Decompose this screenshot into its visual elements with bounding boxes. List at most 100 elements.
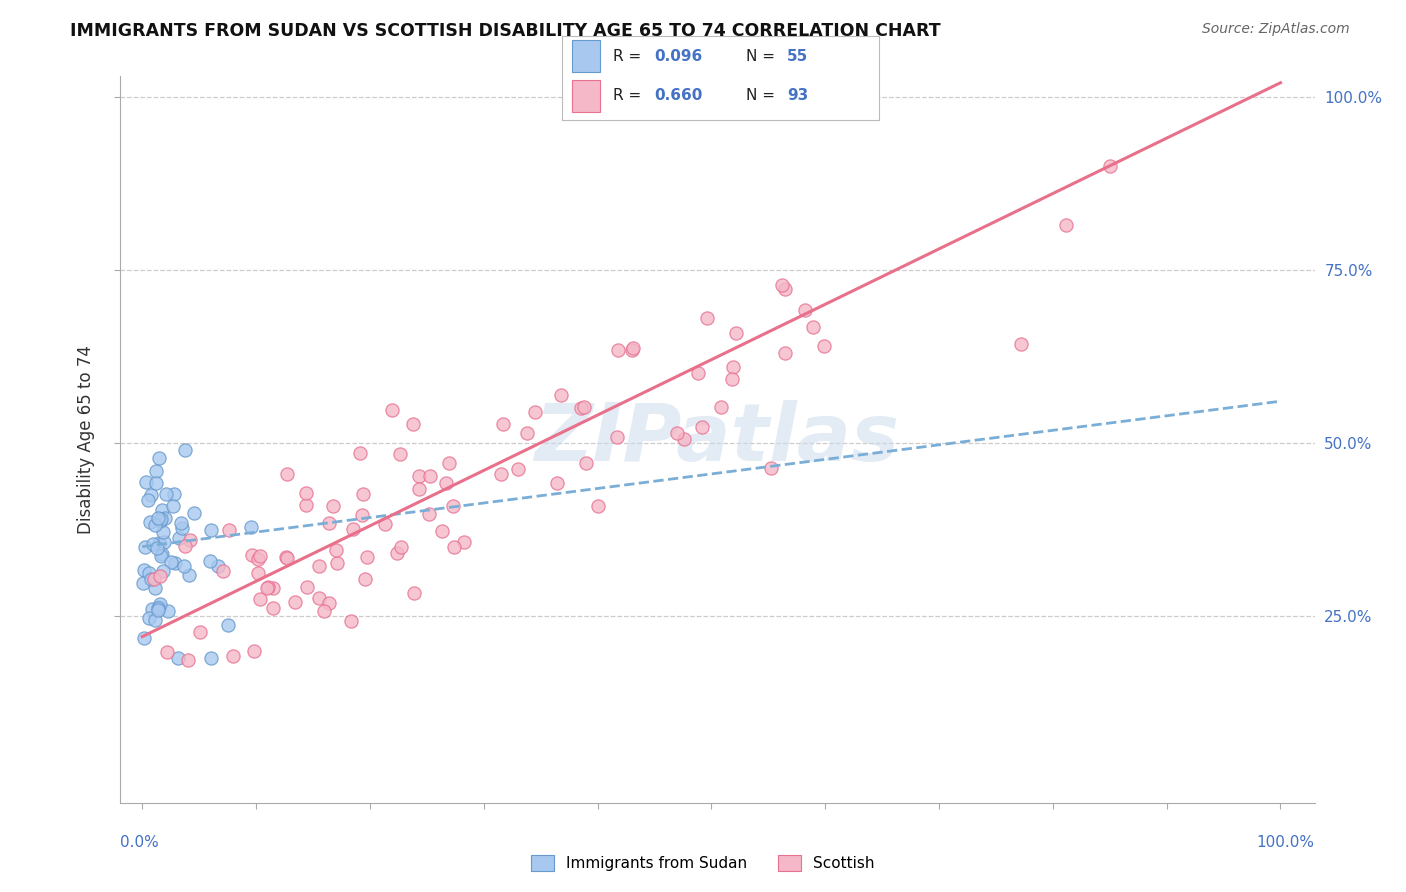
Point	[141, 601, 163, 615]
Point	[262, 601, 284, 615]
Point	[408, 482, 430, 496]
Point	[148, 599, 170, 614]
Point	[550, 388, 572, 402]
Text: N =: N =	[747, 48, 780, 63]
Point	[143, 573, 166, 587]
Point	[489, 467, 512, 481]
Point	[404, 586, 426, 600]
Point	[572, 400, 595, 414]
Point	[575, 456, 598, 470]
Point	[419, 469, 441, 483]
Point	[492, 417, 515, 432]
Point	[218, 523, 240, 537]
Point	[724, 326, 747, 341]
Point	[153, 510, 176, 524]
Point	[222, 648, 245, 663]
Point	[325, 543, 347, 558]
Point	[374, 516, 396, 531]
Point	[243, 644, 266, 658]
Point	[257, 580, 280, 594]
Point	[326, 556, 349, 570]
Point	[183, 506, 205, 520]
Point	[148, 450, 170, 465]
Point	[190, 625, 212, 640]
Text: 0.0%: 0.0%	[120, 836, 159, 850]
Point	[135, 475, 157, 490]
Text: 0.096: 0.096	[654, 48, 703, 63]
Point	[200, 523, 222, 537]
Point	[163, 556, 186, 570]
Point	[606, 343, 628, 357]
Point	[318, 516, 340, 530]
Point	[546, 475, 568, 490]
Point	[721, 359, 744, 374]
Point	[146, 510, 169, 524]
Bar	[572, 40, 600, 72]
Point	[710, 400, 733, 414]
Point	[146, 603, 169, 617]
Point	[524, 405, 547, 419]
Point	[146, 601, 169, 615]
Point	[775, 346, 797, 360]
Point	[249, 591, 271, 606]
Text: IMMIGRANTS FROM SUDAN VS SCOTTISH DISABILITY AGE 65 TO 74 CORRELATION CHART: IMMIGRANTS FROM SUDAN VS SCOTTISH DISABI…	[70, 22, 941, 40]
Point	[200, 651, 222, 665]
Point	[177, 567, 200, 582]
Point	[163, 487, 186, 501]
Point	[136, 492, 159, 507]
Point	[170, 521, 193, 535]
Point	[145, 464, 167, 478]
Point	[340, 614, 363, 628]
Point	[356, 550, 378, 565]
Point	[149, 597, 172, 611]
Point	[160, 555, 183, 569]
Point	[418, 507, 440, 521]
Point	[666, 426, 689, 441]
Point	[308, 558, 330, 573]
Point	[453, 535, 475, 549]
Point	[672, 432, 695, 446]
Point	[179, 533, 201, 547]
Point	[430, 524, 453, 538]
Point	[385, 546, 408, 560]
Point	[297, 580, 319, 594]
Point	[174, 539, 197, 553]
Point	[770, 278, 793, 293]
Point	[149, 514, 172, 528]
Point	[516, 425, 538, 440]
Point	[295, 498, 318, 512]
Y-axis label: Disability Age 65 to 74: Disability Age 65 to 74	[77, 345, 96, 533]
Point	[150, 503, 173, 517]
Point	[132, 575, 155, 590]
Point	[801, 319, 824, 334]
Point	[342, 523, 364, 537]
Point	[212, 564, 235, 578]
Point	[247, 552, 270, 566]
Point	[249, 549, 271, 563]
Point	[402, 417, 425, 431]
Text: ZIPatlas: ZIPatlas	[534, 401, 900, 478]
Point	[793, 302, 815, 317]
Point	[170, 516, 193, 530]
Point	[686, 366, 709, 380]
Point	[408, 468, 430, 483]
Point	[145, 518, 167, 533]
Point	[276, 550, 298, 565]
Point	[443, 540, 465, 554]
Point	[441, 499, 464, 513]
Point	[388, 447, 411, 461]
Point	[380, 402, 402, 417]
Text: Source: ZipAtlas.com: Source: ZipAtlas.com	[1202, 22, 1350, 37]
Point	[162, 499, 184, 513]
Text: R =: R =	[613, 48, 647, 63]
Point	[276, 550, 298, 565]
Point	[149, 569, 172, 583]
Point	[318, 596, 340, 610]
Point	[138, 611, 160, 625]
Point	[621, 343, 644, 357]
Point	[690, 419, 713, 434]
Point	[134, 540, 156, 554]
Point	[240, 549, 263, 563]
Point	[1054, 219, 1077, 233]
Legend: Immigrants from Sudan, Scottish: Immigrants from Sudan, Scottish	[526, 849, 880, 877]
